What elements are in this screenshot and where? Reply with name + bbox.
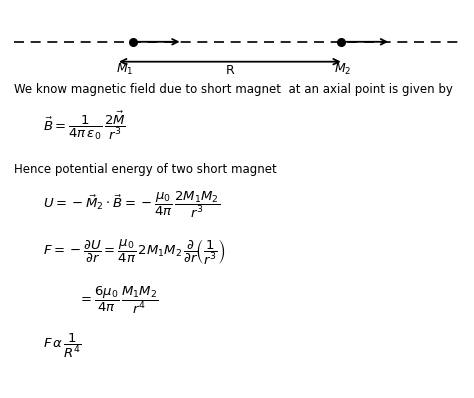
Text: $F = -\dfrac{\partial U}{\partial r} = \dfrac{\mu_0}{4\pi}\,2M_1M_2\,\dfrac{\par: $F = -\dfrac{\partial U}{\partial r} = \… [43, 238, 225, 267]
Text: R: R [226, 64, 234, 77]
Text: We know magnetic field due to short magnet  at an axial point is given by: We know magnetic field due to short magn… [14, 83, 453, 96]
Text: $\vec{B} = \dfrac{1}{4\pi\,\epsilon_0}\,\dfrac{2\vec{M}}{r^3}$: $\vec{B} = \dfrac{1}{4\pi\,\epsilon_0}\,… [43, 109, 126, 142]
Text: $F\,\alpha\,\dfrac{1}{R^4}$: $F\,\alpha\,\dfrac{1}{R^4}$ [43, 332, 82, 361]
Text: $M_2$: $M_2$ [334, 62, 352, 77]
Text: $M_1$: $M_1$ [116, 62, 134, 77]
Text: $U = -\vec{M}_2 \cdot \vec{B} = -\dfrac{\mu_0}{4\pi}\,\dfrac{2M_1M_2}{r^3}$: $U = -\vec{M}_2 \cdot \vec{B} = -\dfrac{… [43, 190, 219, 220]
Text: $= \dfrac{6\mu_0}{4\pi}\,\dfrac{M_1M_2}{r^4}$: $= \dfrac{6\mu_0}{4\pi}\,\dfrac{M_1M_2}{… [78, 285, 159, 316]
Text: Hence potential energy of two short magnet: Hence potential energy of two short magn… [14, 163, 277, 176]
